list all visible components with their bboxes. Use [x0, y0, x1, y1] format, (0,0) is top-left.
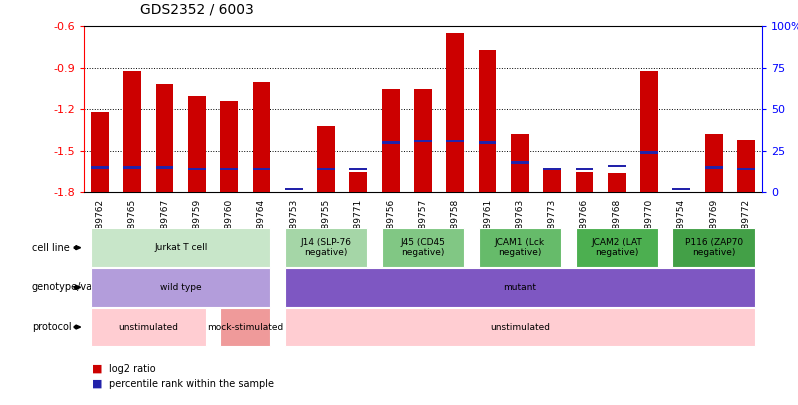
- Bar: [188, 96, 206, 192]
- Bar: [414, 89, 432, 192]
- Bar: [737, 140, 755, 192]
- Bar: [381, 141, 400, 144]
- Bar: [350, 172, 367, 192]
- Bar: [317, 168, 335, 171]
- Bar: [673, 188, 690, 190]
- Text: J14 (SLP-76
negative): J14 (SLP-76 negative): [301, 238, 352, 257]
- Text: wild type: wild type: [160, 283, 202, 292]
- Bar: [414, 140, 432, 142]
- Text: unstimulated: unstimulated: [490, 322, 550, 332]
- Text: cell line: cell line: [32, 243, 69, 253]
- Bar: [446, 33, 464, 192]
- Bar: [91, 112, 109, 192]
- Bar: [608, 173, 626, 192]
- Bar: [252, 168, 271, 171]
- Text: log2 ratio: log2 ratio: [109, 364, 156, 373]
- Text: ■: ■: [92, 379, 102, 389]
- Bar: [575, 172, 594, 192]
- Text: mutant: mutant: [504, 283, 536, 292]
- Bar: [575, 168, 594, 171]
- Text: GDS2352 / 6003: GDS2352 / 6003: [140, 2, 254, 16]
- Bar: [317, 126, 335, 192]
- Bar: [188, 168, 206, 171]
- Bar: [381, 89, 400, 192]
- Text: percentile rank within the sample: percentile rank within the sample: [109, 379, 275, 389]
- Bar: [543, 169, 561, 192]
- Text: unstimulated: unstimulated: [118, 322, 179, 332]
- Bar: [479, 50, 496, 192]
- Text: protocol: protocol: [32, 322, 72, 332]
- Bar: [91, 166, 109, 169]
- Bar: [640, 151, 658, 154]
- Bar: [124, 70, 141, 192]
- Bar: [511, 134, 529, 192]
- Text: genotype/variation: genotype/variation: [32, 282, 124, 292]
- Text: Jurkat T cell: Jurkat T cell: [154, 243, 207, 252]
- Bar: [705, 134, 722, 192]
- Bar: [608, 164, 626, 167]
- Bar: [543, 168, 561, 171]
- Bar: [737, 168, 755, 171]
- Bar: [156, 166, 173, 169]
- Bar: [285, 188, 302, 190]
- Bar: [705, 166, 722, 169]
- Bar: [156, 85, 173, 192]
- Bar: [220, 101, 238, 192]
- Text: mock-stimulated: mock-stimulated: [207, 322, 283, 332]
- Text: JCAM2 (LAT
negative): JCAM2 (LAT negative): [591, 238, 642, 257]
- Bar: [350, 168, 367, 171]
- Text: J45 (CD45
negative): J45 (CD45 negative): [401, 238, 445, 257]
- Bar: [446, 140, 464, 142]
- Text: ■: ■: [92, 364, 102, 373]
- Bar: [252, 82, 271, 192]
- Bar: [220, 168, 238, 171]
- Bar: [124, 166, 141, 169]
- Bar: [640, 70, 658, 192]
- Text: P116 (ZAP70
negative): P116 (ZAP70 negative): [685, 238, 743, 257]
- Bar: [511, 161, 529, 164]
- Text: JCAM1 (Lck
negative): JCAM1 (Lck negative): [495, 238, 545, 257]
- Bar: [479, 141, 496, 144]
